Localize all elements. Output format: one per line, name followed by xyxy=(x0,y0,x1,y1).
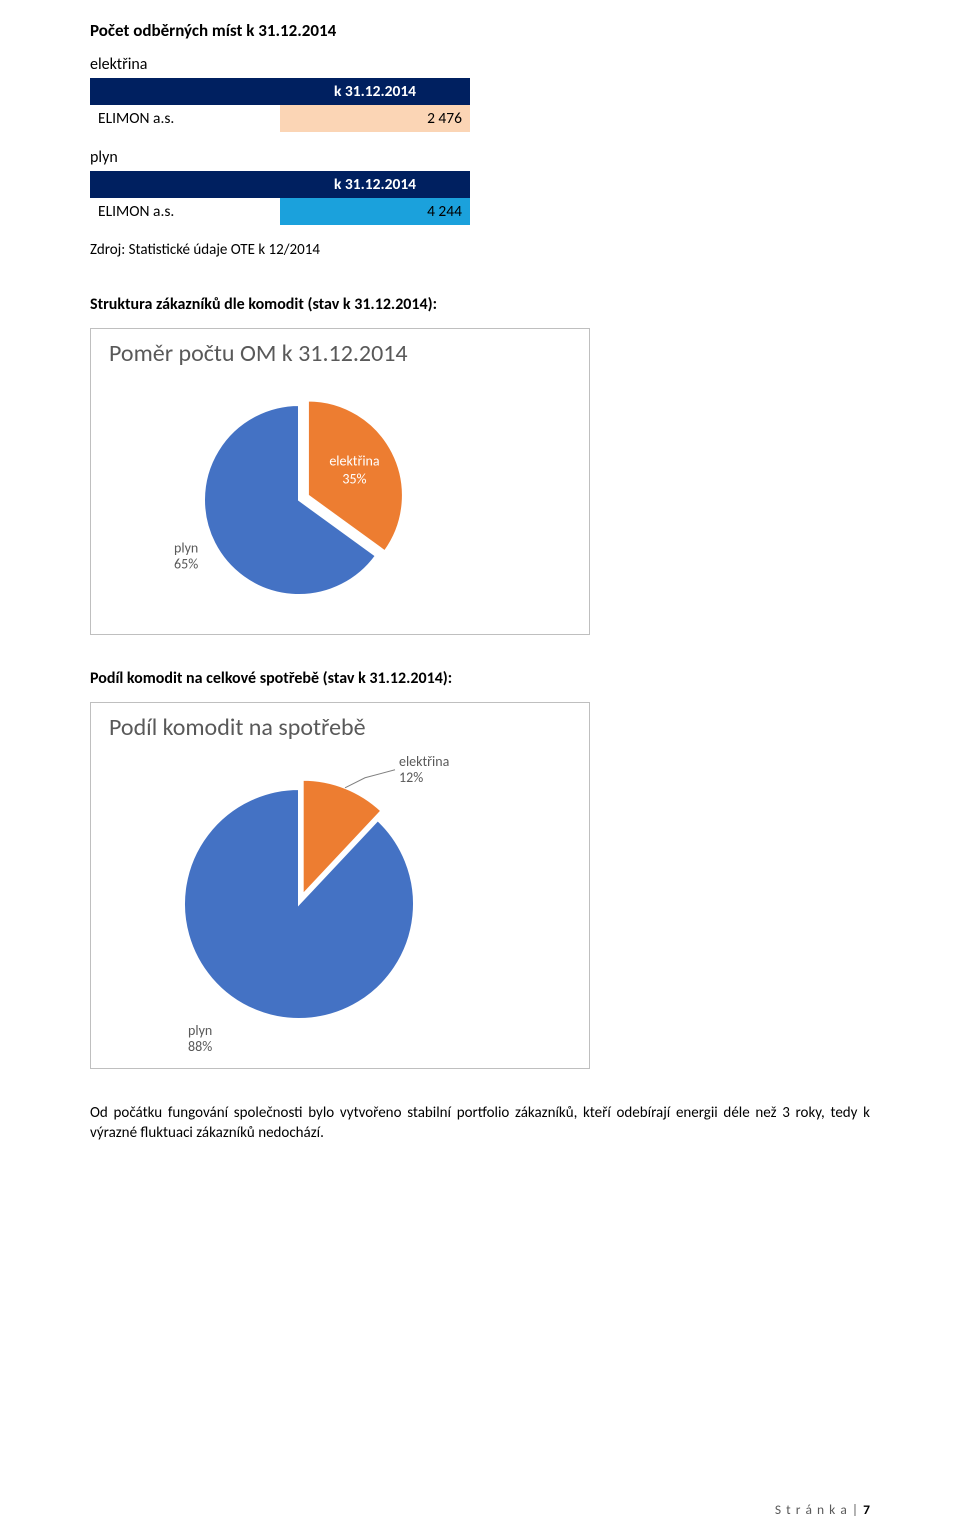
chart1-box: Poměr počtu OM k 31.12.2014 elektřina35%… xyxy=(90,328,590,635)
footer-page: 7 xyxy=(863,1501,870,1518)
table-header-right: k 31.12.2014 xyxy=(280,171,470,198)
table-header-left xyxy=(90,171,280,198)
svg-text:35%: 35% xyxy=(342,471,366,488)
chart1-pie: elektřina35% plyn65% xyxy=(109,380,569,620)
table-row-label: ELIMON a.s. xyxy=(90,105,280,132)
body-paragraph: Od počátku fungování společnosti bylo vy… xyxy=(90,1103,870,1144)
section2-heading: Podíl komodit na celkové spotřebě (stav … xyxy=(90,669,870,688)
gas-label: plyn xyxy=(90,148,870,167)
table-row-label: ELIMON a.s. xyxy=(90,198,280,225)
svg-text:elektřina: elektřina xyxy=(399,754,449,770)
table-header-right: k 31.12.2014 xyxy=(280,78,470,105)
table-row-value: 4 244 xyxy=(280,198,470,225)
svg-text:88%: 88% xyxy=(188,1038,212,1054)
footer-label: S t r á n k a | xyxy=(775,1501,863,1518)
table-row-value: 2 476 xyxy=(280,105,470,132)
svg-text:plyn: plyn xyxy=(188,1022,212,1039)
page-footer: S t r á n k a | 7 xyxy=(775,1501,870,1518)
electricity-label: elektřina xyxy=(90,55,870,74)
table-header-left xyxy=(90,78,280,105)
chart2-pie: elektřina12% plyn88% xyxy=(109,754,569,1054)
electricity-table: k 31.12.2014 ELIMON a.s. 2 476 xyxy=(90,78,470,132)
source-line: Zdroj: Statistické údaje OTE k 12/2014 xyxy=(90,241,870,259)
section1-heading: Struktura zákazníků dle komodit (stav k … xyxy=(90,295,870,314)
chart1-title: Poměr počtu OM k 31.12.2014 xyxy=(109,339,571,368)
chart2-title: Podíl komodit na spotřebě xyxy=(109,713,571,742)
chart2-box: Podíl komodit na spotřebě elektřina12% pl… xyxy=(90,702,590,1069)
svg-text:elektřina: elektřina xyxy=(329,453,379,470)
svg-text:12%: 12% xyxy=(399,769,423,786)
svg-text:65%: 65% xyxy=(174,555,198,572)
page-title: Počet odběrných míst k 31.12.2014 xyxy=(90,20,870,41)
svg-text:plyn: plyn xyxy=(174,539,198,556)
gas-table: k 31.12.2014 ELIMON a.s. 4 244 xyxy=(90,171,470,225)
